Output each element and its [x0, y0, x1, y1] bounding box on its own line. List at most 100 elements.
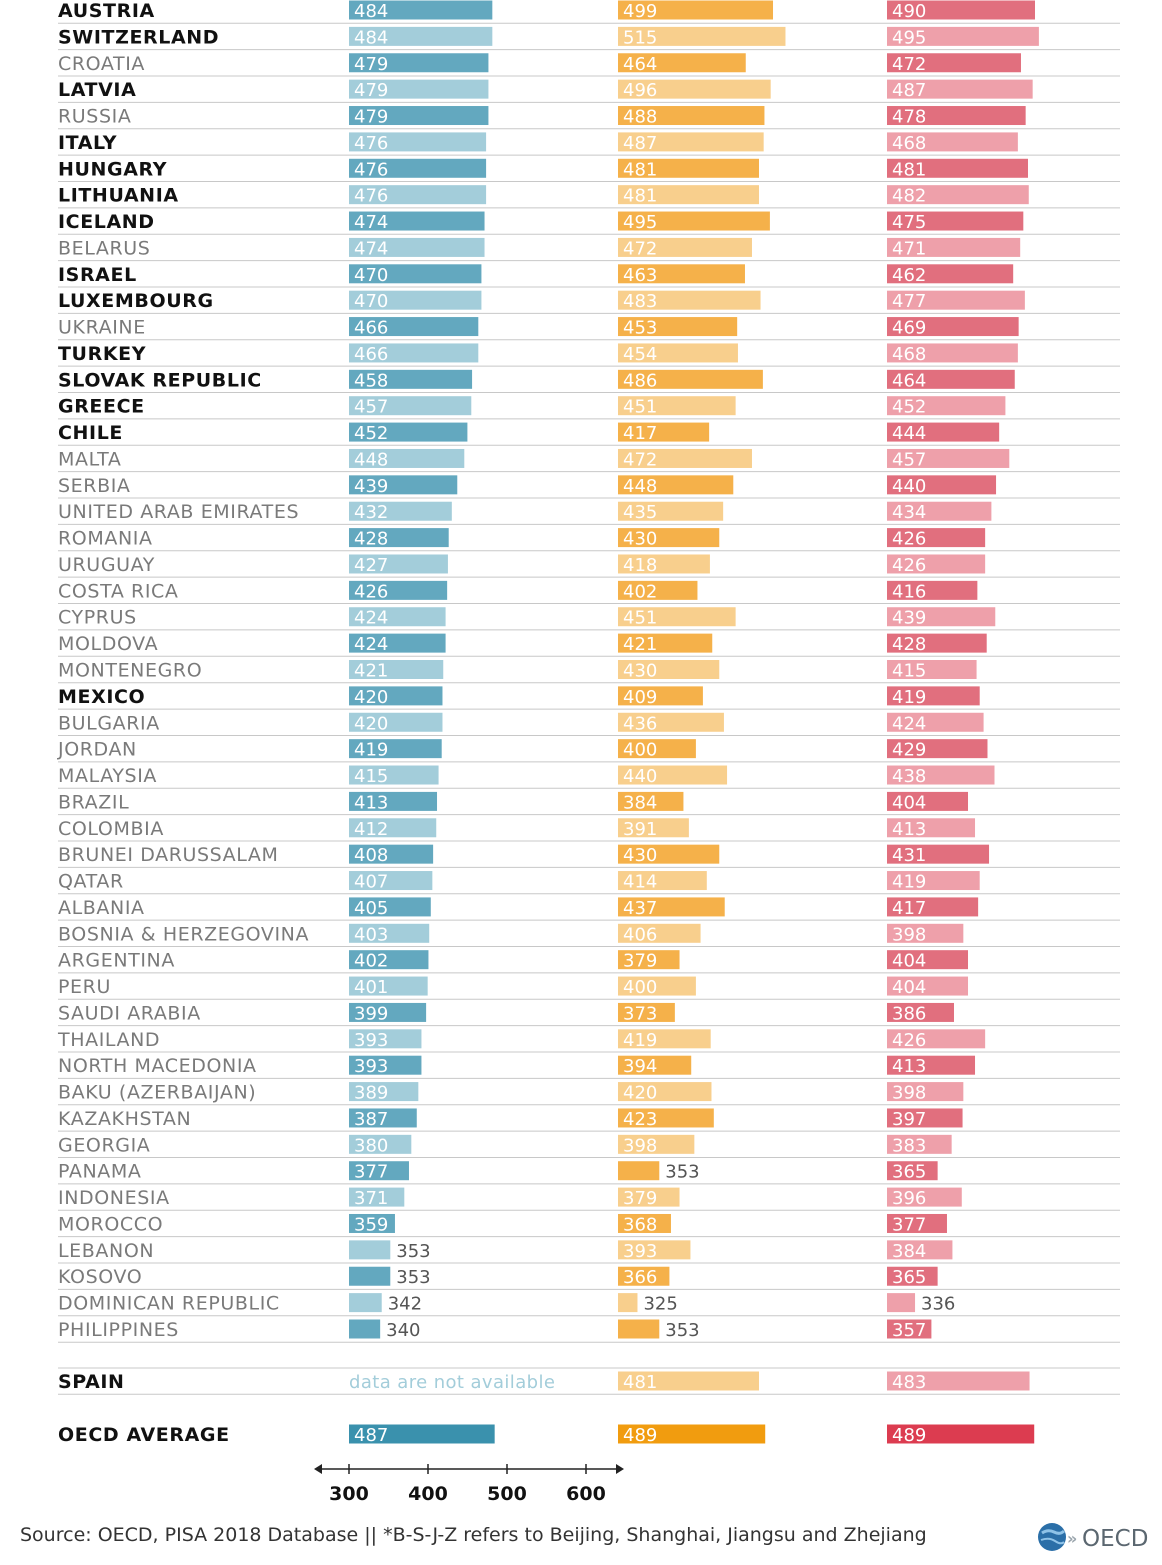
mathematics-bar-moldova: [618, 633, 713, 653]
reading-bar-turkey: [349, 343, 479, 363]
mathematics-bar-spain: [618, 1371, 759, 1391]
oecd-logo[interactable]: » OECD: [1036, 1520, 1160, 1554]
reading-value-bulgaria: 420: [354, 713, 388, 734]
reading-bar-bulgaria: [349, 712, 443, 732]
country-label-qatar: QATAR: [58, 871, 124, 893]
science-bar-montenegro: [887, 660, 977, 679]
science-value-bulgaria: 424: [892, 713, 926, 734]
science-bar-brazil: [887, 791, 969, 811]
mathematics-bar-romania: [618, 528, 720, 548]
science-bar-serbia: [887, 475, 997, 495]
mathematics-bar-colombia: [618, 818, 689, 838]
science-bar-kazakhstan: [887, 1108, 963, 1128]
reading-bar-croatia: [349, 53, 489, 73]
science-value-jordan: 429: [892, 740, 926, 761]
country-label-colombia: COLOMBIA: [58, 818, 164, 840]
country-label-morocco: MOROCCO: [58, 1213, 163, 1235]
reading-value-thailand: 393: [354, 1030, 388, 1051]
mathematics-value-kazakhstan: 423: [623, 1109, 657, 1130]
country-label-oecd-average: OECD AVERAGE: [58, 1424, 230, 1446]
reading-value-lebanon: 353: [396, 1241, 430, 1262]
reading-value-turkey: 466: [354, 344, 388, 365]
mathematics-value-thailand: 419: [623, 1030, 657, 1051]
science-bar-morocco: [887, 1213, 947, 1233]
mathematics-value-croatia: 464: [623, 54, 657, 75]
country-label-mexico: MEXICO: [58, 686, 145, 708]
science-bar-austria: [887, 0, 1035, 20]
mathematics-bar-montenegro: [618, 660, 720, 679]
mathematics-bar-luxembourg: [618, 290, 761, 310]
science-value-morocco: 377: [892, 1214, 926, 1235]
reading-value-latvia: 479: [354, 80, 388, 101]
science-bar-north-macedonia: [887, 1055, 976, 1075]
mathematics-bar-saudi-arabia: [618, 1002, 675, 1022]
reading-value-serbia: 439: [354, 476, 388, 497]
mathematics-value-bosnia-herzegovina: 406: [623, 924, 657, 945]
reading-bar-greece: [349, 396, 472, 416]
country-label-georgia: GEORGIA: [58, 1134, 150, 1156]
mathematics-bar-italy: [618, 132, 764, 152]
science-bar-brunei-darussalam: [887, 844, 990, 864]
mathematics-bar-cyprus: [618, 607, 736, 627]
country-label-montenegro: MONTENEGRO: [58, 660, 202, 682]
science-value-thailand: 426: [892, 1030, 926, 1051]
reading-bar-austria: [349, 0, 493, 20]
mathematics-value-ukraine: 453: [623, 318, 657, 339]
country-label-brunei-darussalam: BRUNEI DARUSSALAM: [58, 844, 279, 866]
country-label-panama: PANAMA: [58, 1161, 141, 1183]
science-bar-hungary: [887, 158, 1028, 178]
mathematics-value-philippines: 353: [665, 1320, 699, 1341]
mathematics-value-peru: 400: [623, 977, 657, 998]
reading-value-panama: 377: [354, 1162, 388, 1183]
science-value-philippines: 357: [892, 1320, 926, 1341]
country-label-north-macedonia: NORTH MACEDONIA: [58, 1055, 257, 1077]
reading-value-austria: 484: [354, 1, 388, 22]
country-label-bulgaria: BULGARIA: [58, 712, 160, 734]
science-bar-saudi-arabia: [887, 1002, 954, 1022]
reading-bar-qatar: [349, 871, 433, 891]
reading-value-montenegro: 421: [354, 661, 388, 682]
axis-tick-label-500: 500: [487, 1483, 527, 1505]
reading-bar-bosnia-herzegovina: [349, 923, 430, 943]
reading-value-mexico: 420: [354, 687, 388, 708]
country-label-austria: AUSTRIA: [58, 0, 155, 22]
country-label-albania: ALBANIA: [58, 897, 145, 919]
science-bar-slovak-republic: [887, 369, 1015, 389]
science-bar-switzerland: [887, 26, 1039, 46]
mathematics-value-montenegro: 430: [623, 661, 657, 682]
country-label-thailand: THAILAND: [57, 1029, 160, 1051]
mathematics-bar-brunei-darussalam: [618, 844, 720, 864]
mathematics-value-greece: 451: [623, 397, 657, 418]
science-bar-moldova: [887, 633, 987, 653]
country-label-lithuania: LITHUANIA: [58, 185, 179, 207]
mathematics-value-oecd-average: 489: [623, 1425, 657, 1446]
mathematics-bar-iceland: [618, 211, 770, 231]
reading-bar-albania: [349, 897, 431, 917]
reading-bar-oecd-average: [349, 1424, 495, 1444]
reading-value-belarus: 474: [354, 238, 388, 259]
mathematics-bar-bosnia-herzegovina: [618, 923, 701, 943]
science-value-costa-rica: 416: [892, 581, 926, 602]
science-bar-italy: [887, 132, 1018, 152]
mathematics-value-qatar: 414: [623, 872, 657, 893]
science-value-switzerland: 495: [892, 27, 926, 48]
science-value-slovak-republic: 464: [892, 370, 926, 391]
country-label-serbia: SERBIA: [58, 475, 131, 497]
country-label-malaysia: MALAYSIA: [58, 765, 157, 787]
mathematics-bar-ukraine: [618, 317, 738, 337]
mathematics-value-colombia: 391: [623, 819, 657, 840]
country-label-hungary: HUNGARY: [58, 158, 167, 180]
reading-bar-jordan: [349, 739, 442, 759]
country-label-peru: PERU: [58, 976, 111, 998]
mathematics-value-mexico: 409: [623, 687, 657, 708]
science-value-cyprus: 439: [892, 608, 926, 629]
mathematics-bar-lebanon: [618, 1240, 691, 1260]
mathematics-bar-united-arab-emirates: [618, 501, 724, 521]
reading-value-dominican-republic: 342: [388, 1294, 422, 1315]
reading-value-peru: 401: [354, 977, 388, 998]
mathematics-value-costa-rica: 402: [623, 581, 657, 602]
mathematics-value-serbia: 448: [623, 476, 657, 497]
country-label-bosnia-herzegovina: BOSNIA & HERZEGOVINA: [58, 923, 309, 945]
mathematics-value-israel: 463: [623, 265, 657, 286]
science-value-hungary: 481: [892, 159, 926, 180]
